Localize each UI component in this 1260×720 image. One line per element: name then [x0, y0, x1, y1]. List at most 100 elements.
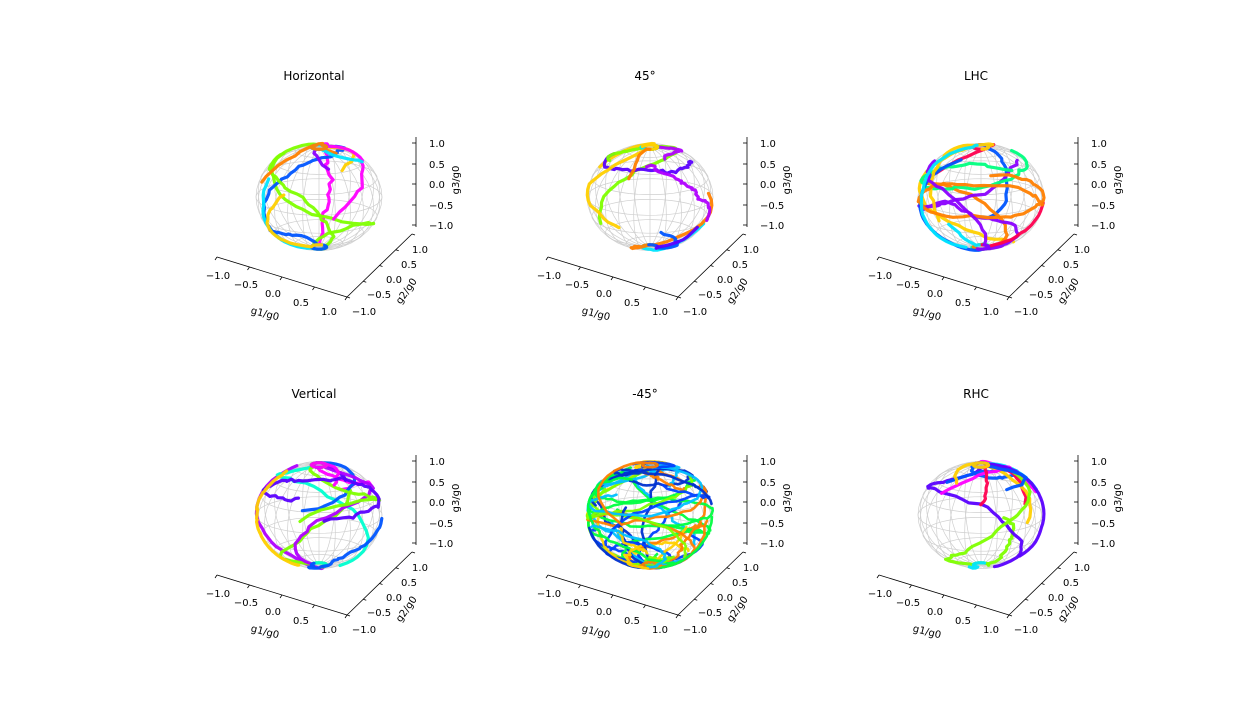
trajectory-path — [589, 524, 668, 569]
y-tick-mark — [411, 233, 416, 236]
x-tick-label: −0.5 — [896, 598, 920, 609]
x-tick-mark — [214, 256, 218, 261]
z-axis-label: g3/g0 — [1113, 166, 1124, 195]
x-tick-label: 1.0 — [983, 625, 999, 636]
x-tick-mark — [643, 286, 646, 291]
x-tick-mark — [1006, 614, 1010, 619]
z-tick-label: −0.5 — [429, 519, 453, 530]
z-tick-label: 1.0 — [429, 457, 445, 468]
y-tick-mark — [710, 583, 714, 585]
x-tick-label: 0.5 — [293, 298, 309, 309]
x-tick-label: 0.5 — [624, 298, 640, 309]
y-tick-mark — [726, 567, 730, 570]
y-tick-mark — [395, 249, 399, 252]
z-tick-label: 0.0 — [1091, 498, 1107, 509]
y-tick-label: 0.5 — [401, 578, 417, 589]
subplot-title: RHC — [963, 387, 989, 401]
z-tick-label: 0.5 — [429, 160, 445, 171]
y-tick-label: 0.5 — [1063, 578, 1079, 589]
y-tick-label: −1.0 — [352, 625, 376, 636]
x-tick-label: 0.5 — [293, 616, 309, 627]
y-tick-mark — [726, 249, 730, 252]
y-tick-mark — [379, 583, 383, 585]
x-axis-label: g1/g0 — [581, 306, 612, 324]
y-tick-mark — [1057, 249, 1061, 252]
y-tick-label: 0.0 — [1048, 275, 1064, 286]
z-tick-label: 0.0 — [429, 498, 445, 509]
z-tick-label: −1.0 — [1091, 539, 1115, 550]
x-tick-mark — [279, 594, 283, 599]
z-tick-label: 0.5 — [1091, 160, 1107, 171]
z-tick-label: −1.0 — [429, 221, 453, 232]
y-tick-mark — [411, 551, 416, 554]
x-tick-mark — [610, 276, 614, 281]
x-tick-label: 1.0 — [652, 307, 668, 318]
trajectory-path — [265, 193, 324, 249]
sphere-parallel — [274, 466, 364, 493]
x-tick-label: −0.5 — [565, 280, 589, 291]
y-tick-mark — [694, 280, 698, 283]
axes — [876, 455, 1079, 619]
x-tick-label: 0.0 — [265, 607, 281, 618]
x-tick-label: 0.0 — [927, 289, 943, 300]
y-tick-mark — [1041, 265, 1045, 267]
y-tick-label: 0.0 — [717, 275, 733, 286]
y-tick-mark — [1057, 567, 1061, 570]
subplot-title: Horizontal — [283, 69, 344, 83]
z-tick-label: −1.0 — [429, 539, 453, 550]
trajectory-path — [627, 147, 652, 181]
y-tick-mark — [379, 265, 383, 267]
x-axis-label: g1/g0 — [912, 306, 943, 324]
trajectory-path — [585, 474, 694, 558]
subplot-3: Vertical −1.0 −0.5 0.0 0.5 1.0 g1/g0 −1.0 −0.5 0.… — [206, 387, 462, 641]
trajectory-path — [585, 143, 660, 230]
x-tick-mark — [610, 594, 614, 599]
trajectory-path — [919, 149, 1029, 191]
x-tick-mark — [545, 256, 549, 261]
sphere-parallel — [936, 219, 1026, 246]
axes — [545, 137, 748, 301]
x-tick-mark — [675, 296, 679, 301]
trajectory-path — [916, 173, 1046, 220]
x-tick-mark — [312, 286, 315, 291]
subplot-4: -45° −1.0 −0.5 0.0 0.5 1.0 g1/g0 −1.0 −0.5 0.0 0.5… — [537, 387, 793, 641]
x-tick-mark — [974, 604, 977, 609]
subplot-5: RHC −1.0 −0.5 0.0 0.5 1.0 g1/g0 −1.0 −0.5 0.0 0.5 1… — [868, 387, 1124, 641]
x-tick-mark — [909, 584, 912, 589]
x-tick-mark — [941, 276, 945, 281]
y-tick-mark — [1041, 583, 1045, 585]
y-tick-label: 0.5 — [732, 578, 748, 589]
y-tick-mark — [677, 614, 682, 617]
y-tick-mark — [1073, 551, 1078, 554]
y-tick-mark — [694, 598, 698, 601]
x-tick-mark — [578, 266, 581, 271]
axes — [214, 137, 417, 301]
x-tick-label: −1.0 — [868, 589, 892, 600]
trajectory-path — [255, 469, 301, 567]
subplot-title: 45° — [634, 69, 655, 83]
x-axis-label: g1/g0 — [250, 624, 281, 642]
trajectory-path — [967, 561, 987, 570]
x-tick-label: −0.5 — [234, 598, 258, 609]
subplot-title: -45° — [632, 387, 658, 401]
z-tick-label: −0.5 — [1091, 201, 1115, 212]
x-tick-label: −1.0 — [537, 589, 561, 600]
y-tick-label: −0.5 — [698, 608, 722, 619]
z-tick-label: 0.0 — [429, 180, 445, 191]
trajectory-path — [654, 225, 699, 250]
y-tick-label: 0.0 — [1048, 593, 1064, 604]
y-tick-label: 1.0 — [743, 245, 759, 256]
z-tick-label: 0.5 — [429, 478, 445, 489]
z-tick-label: 0.0 — [760, 498, 776, 509]
y-tick-label: −1.0 — [1014, 307, 1038, 318]
x-tick-label: 0.0 — [265, 289, 281, 300]
y-tick-label: −1.0 — [683, 307, 707, 318]
trajectory-path — [307, 516, 384, 570]
trajectory-path — [947, 222, 981, 247]
x-axis-label: g1/g0 — [912, 624, 943, 642]
z-tick-label: −0.5 — [1091, 519, 1115, 530]
z-axis-label: g3/g0 — [451, 166, 462, 195]
z-tick-label: 1.0 — [1091, 457, 1107, 468]
trajectories — [585, 141, 714, 252]
